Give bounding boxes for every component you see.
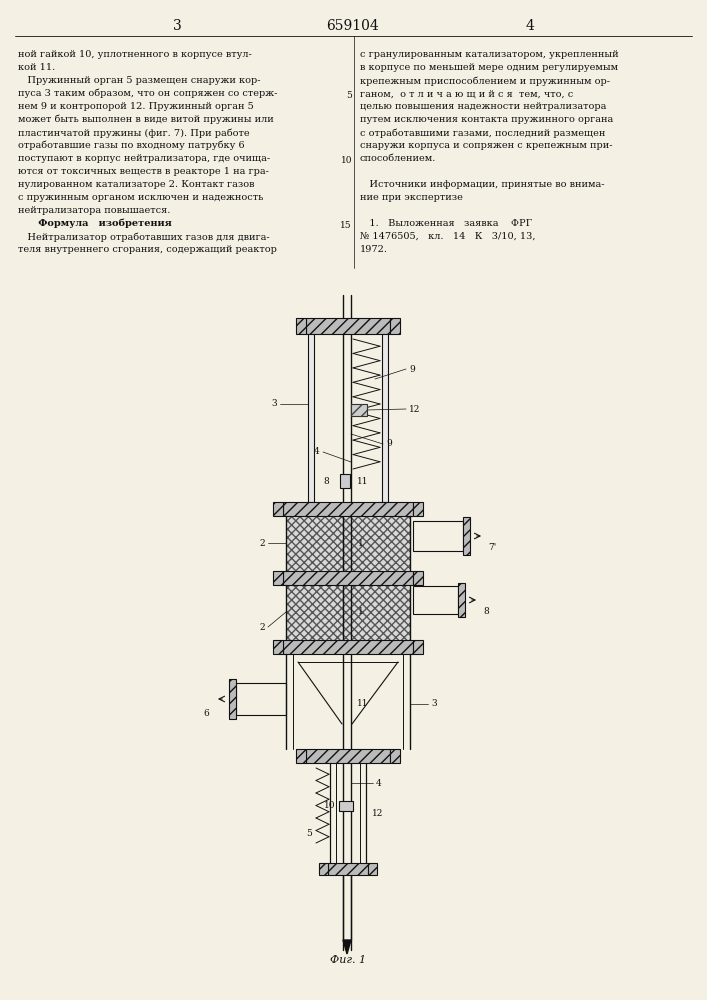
Text: Фиг. 1: Фиг. 1 <box>330 955 366 965</box>
Bar <box>413 502 423 516</box>
Bar <box>283 640 413 654</box>
Bar <box>413 571 423 585</box>
Text: 8: 8 <box>483 607 489 616</box>
Text: с отработавшими газами, последний размещен: с отработавшими газами, последний размещ… <box>360 128 605 137</box>
Text: нулированном катализаторе 2. Контакт газов: нулированном катализаторе 2. Контакт газ… <box>18 180 255 189</box>
Text: путем исключения контакта пружинного органа: путем исключения контакта пружинного орг… <box>360 115 613 124</box>
Text: 4: 4 <box>376 778 382 788</box>
Bar <box>413 640 423 654</box>
Bar <box>340 474 350 488</box>
Bar <box>306 749 390 763</box>
Bar <box>273 640 283 654</box>
Text: 3: 3 <box>173 19 182 33</box>
Text: ние при экспертизе: ние при экспертизе <box>360 193 463 202</box>
Text: 4: 4 <box>314 448 320 456</box>
Bar <box>306 318 390 334</box>
Bar <box>413 586 458 614</box>
Bar <box>351 404 367 416</box>
Bar <box>296 749 306 763</box>
Bar <box>236 683 286 715</box>
Text: ются от токсичных веществ в реакторе 1 на гра-: ются от токсичных веществ в реакторе 1 н… <box>18 167 269 176</box>
Bar <box>286 516 410 571</box>
Text: 1: 1 <box>358 538 363 548</box>
Text: крепежным приспособлением и пружинным ор-: крепежным приспособлением и пружинным ор… <box>360 76 610 86</box>
Text: 6: 6 <box>203 708 209 718</box>
Text: 5: 5 <box>346 91 352 100</box>
Text: ганом,  о т л и ч а ю щ и й с я  тем, что, с: ганом, о т л и ч а ю щ и й с я тем, что,… <box>360 89 573 98</box>
Text: кой 11.: кой 11. <box>18 63 55 72</box>
Text: может быть выполнен в виде витой пружины или: может быть выполнен в виде витой пружины… <box>18 115 274 124</box>
Text: 11: 11 <box>357 700 368 708</box>
Text: снаружи корпуса и сопряжен с крепежным при-: снаружи корпуса и сопряжен с крепежным п… <box>360 141 612 150</box>
Bar <box>351 404 367 416</box>
Text: 12: 12 <box>409 404 421 414</box>
Bar <box>382 334 388 502</box>
Polygon shape <box>343 940 351 954</box>
Bar <box>413 521 463 551</box>
Text: Пружинный орган 5 размещен снаружи кор-: Пружинный орган 5 размещен снаружи кор- <box>18 76 260 85</box>
Bar <box>273 571 283 585</box>
Text: поступают в корпус нейтрализатора, где очища-: поступают в корпус нейтрализатора, где о… <box>18 154 270 163</box>
Text: 10: 10 <box>341 156 352 165</box>
Bar <box>458 583 465 617</box>
Text: нем 9 и контропорой 12. Пружинный орган 5: нем 9 и контропорой 12. Пружинный орган … <box>18 102 254 111</box>
Bar <box>308 334 314 502</box>
Text: 659104: 659104 <box>327 19 380 33</box>
Text: 15: 15 <box>340 221 352 230</box>
Text: 9: 9 <box>409 364 415 373</box>
Text: 1: 1 <box>358 607 363 616</box>
Text: 7': 7' <box>488 544 496 552</box>
Bar <box>283 571 413 585</box>
Text: целью повышения надежности нейтрализатора: целью повышения надежности нейтрализатор… <box>360 102 607 111</box>
Bar <box>229 679 236 719</box>
Bar <box>283 502 413 516</box>
Text: 10: 10 <box>324 802 335 810</box>
Text: отработавшие газы по входному патрубку 6: отработавшие газы по входному патрубку 6 <box>18 141 245 150</box>
Bar <box>319 863 328 875</box>
Bar <box>286 585 410 640</box>
Text: в корпусе по меньшей мере одним регулируемым: в корпусе по меньшей мере одним регулиру… <box>360 63 618 72</box>
Text: 4: 4 <box>525 19 534 33</box>
Bar <box>296 318 306 334</box>
Text: Нейтрализатор отработавших газов для двига-: Нейтрализатор отработавших газов для дви… <box>18 232 269 241</box>
Bar <box>390 749 400 763</box>
Text: 2: 2 <box>259 538 265 548</box>
Text: № 1476505,   кл.   14   К   3/10, 13,: № 1476505, кл. 14 К 3/10, 13, <box>360 232 535 241</box>
Text: 2: 2 <box>259 622 265 632</box>
Text: 5: 5 <box>306 828 312 838</box>
Text: 1.   Выложенная   заявка    ФРГ: 1. Выложенная заявка ФРГ <box>360 219 532 228</box>
Text: 11: 11 <box>357 477 368 486</box>
Text: 9: 9 <box>386 440 392 448</box>
Bar <box>273 502 283 516</box>
Bar <box>368 863 377 875</box>
Text: пуса 3 таким образом, что он сопряжен со стерж-: пуса 3 таким образом, что он сопряжен со… <box>18 89 277 99</box>
Text: способлением.: способлением. <box>360 154 436 163</box>
Text: 8: 8 <box>323 477 329 486</box>
Bar <box>339 801 353 811</box>
Text: пластинчатой пружины (фиг. 7). При работе: пластинчатой пружины (фиг. 7). При работ… <box>18 128 250 137</box>
Text: 12: 12 <box>372 808 383 818</box>
Text: Формула   изобретения: Формула изобретения <box>18 219 172 229</box>
Text: 3: 3 <box>271 399 277 408</box>
Bar <box>390 318 400 334</box>
Text: ной гайкой 10, уплотненного в корпусе втул-: ной гайкой 10, уплотненного в корпусе вт… <box>18 50 252 59</box>
Text: 3: 3 <box>431 700 437 708</box>
Bar <box>328 863 368 875</box>
Text: с пружинным органом исключен и надежность: с пружинным органом исключен и надежност… <box>18 193 264 202</box>
Text: нейтрализатора повышается.: нейтрализатора повышается. <box>18 206 170 215</box>
Text: теля внутреннего сгорания, содержащий реактор: теля внутреннего сгорания, содержащий ре… <box>18 245 277 254</box>
Text: Источники информации, принятые во внима-: Источники информации, принятые во внима- <box>360 180 604 189</box>
Bar <box>463 517 470 555</box>
Text: с гранулированным катализатором, укрепленный: с гранулированным катализатором, укрепле… <box>360 50 619 59</box>
Text: 1972.: 1972. <box>360 245 388 254</box>
